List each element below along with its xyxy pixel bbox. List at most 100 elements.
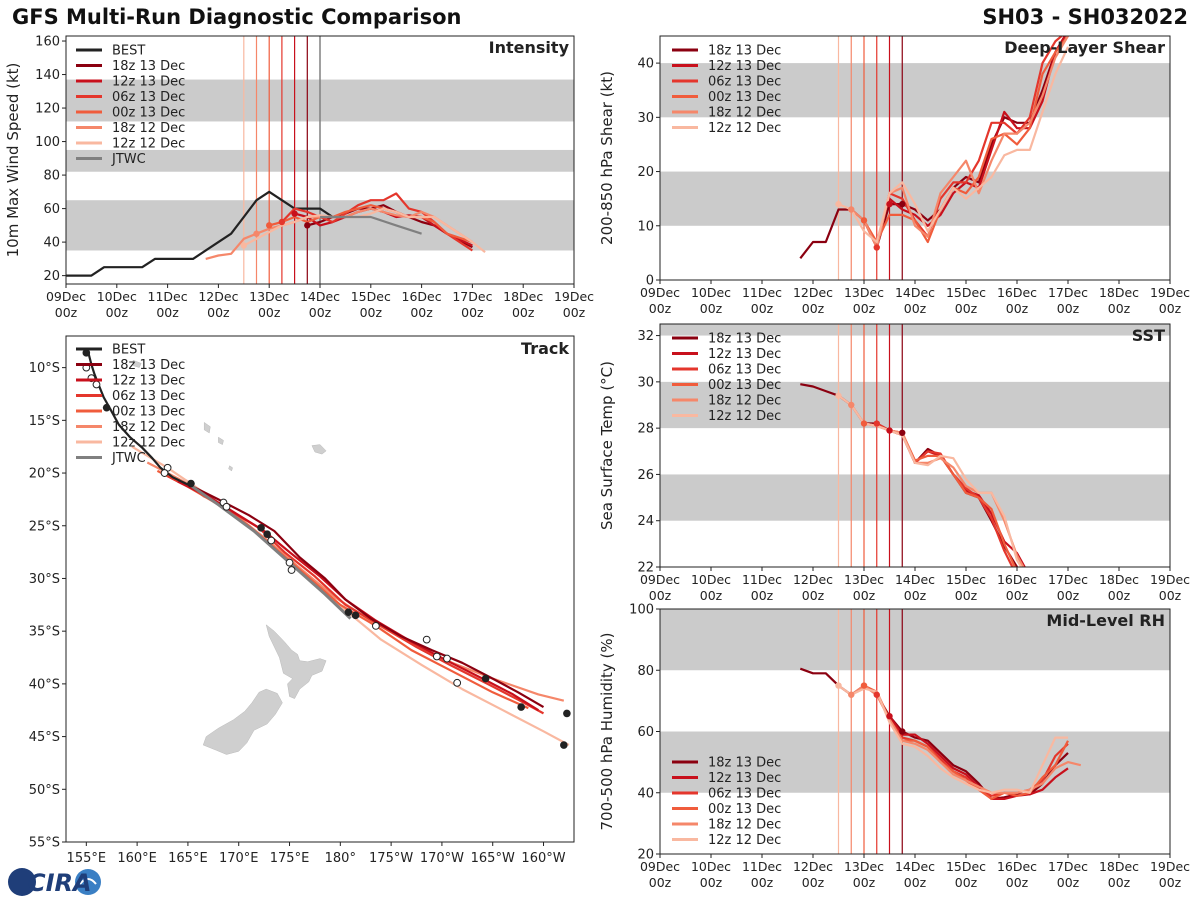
intensity-xtick-hour: 00z [55, 305, 78, 320]
rh-band-1 [660, 609, 1170, 671]
intensity-legend-label: JTWC [111, 152, 146, 167]
track-open-point [432, 652, 441, 661]
intensity-ytick-label: 100 [35, 135, 60, 150]
sst-ytick-label: 26 [637, 468, 654, 483]
track-frame [65, 335, 575, 843]
intensity-panel: 2040608010012014016009Dec00z10Dec00z11De… [4, 35, 594, 320]
intensity-series-jtwc [320, 215, 422, 235]
sst-legend-label: 18z 13 Dec [708, 332, 781, 347]
track-filled-point [187, 479, 195, 488]
rh-xtick-hour: 00z [700, 875, 723, 890]
intensity-xtick-hour: 00z [156, 305, 179, 320]
intensity-xtick-day: 13Dec [249, 289, 289, 304]
sst-ylabel: Sea Surface Temp (°C) [598, 361, 616, 530]
track-ytick-label: 50°S [29, 783, 60, 798]
rh-xtick-hour: 00z [751, 875, 774, 890]
track-filled-point [563, 709, 571, 718]
shear-plot-area [660, 36, 1170, 280]
track-filled-point [344, 608, 353, 616]
track-xtick-label: 155°E [67, 851, 107, 866]
track-filled-point [102, 403, 111, 412]
shear-xtick-hour: 00z [649, 301, 672, 316]
shear-xtick-day: 12Dec [793, 285, 833, 300]
intensity-xtick-hour: 00z [461, 305, 484, 320]
track-xtick-label: 170°W [420, 851, 464, 866]
rh-xtick-hour: 00z [955, 875, 978, 890]
track-legend-label: 06z 13 Dec [112, 389, 185, 404]
intensity-init-marker-18z-12-dec [253, 230, 260, 237]
sst-xtick-day: 13Dec [844, 572, 884, 587]
rh-xtick-day: 19Dec [1150, 859, 1190, 874]
rh-xtick-hour: 00z [1006, 875, 1029, 890]
track-open-point [453, 678, 462, 687]
land-vanuatu-a [203, 421, 211, 434]
sst-xtick-day: 16Dec [997, 572, 1037, 587]
rh-legend-label: 00z 13 Dec [708, 802, 781, 817]
intensity-xtick-day: 19Dec [554, 289, 594, 304]
rh-ytick-label: 80 [637, 664, 654, 679]
shear-ylabel: 200-850 hPa Shear (kt) [598, 71, 616, 245]
track-xtick-label: 165°W [471, 851, 515, 866]
intensity-ytick-label: 60 [43, 202, 60, 217]
track-open-point [160, 469, 169, 477]
track-ytick-label: 55°S [29, 836, 60, 851]
sst-band-2 [660, 324, 1170, 336]
track-legend-label: 12z 12 Dec [112, 436, 185, 451]
sst-legend-label: 18z 12 Dec [708, 394, 781, 409]
track-ytick-label: 25°S [29, 519, 60, 534]
intensity-ytick-label: 80 [43, 169, 60, 184]
track-xtick-label: 165°E [168, 851, 208, 866]
land-fiji [311, 444, 327, 455]
track-filled-point [257, 524, 265, 532]
shear-ytick-label: 30 [637, 111, 654, 126]
shear-xtick-day: 10Dec [691, 285, 731, 300]
land-vanuatu-c [228, 465, 233, 472]
intensity-title: Intensity [489, 38, 570, 57]
track-legend-label: 18z 12 Dec [112, 420, 185, 435]
rh-init-marker-12z-12-dec [835, 682, 842, 689]
sst-xtick-day: 18Dec [1099, 572, 1139, 587]
shear-legend-label: 06z 13 Dec [708, 75, 781, 90]
cira-logo: CIRA [8, 868, 101, 897]
shear-xtick-hour: 00z [802, 301, 825, 316]
intensity-xtick-day: 09Dec [46, 289, 86, 304]
track-open-point [285, 558, 294, 567]
rh-xtick-hour: 00z [1057, 875, 1080, 890]
shear-init-marker-12z-12-dec [835, 200, 842, 208]
shear-xtick-hour: 00z [1108, 301, 1131, 316]
shear-xtick-hour: 00z [904, 301, 927, 316]
rh-xtick-day: 17Dec [1048, 859, 1088, 874]
intensity-series-best [66, 190, 346, 277]
track-title: Track [521, 339, 569, 358]
sst-legend-label: 12z 13 Dec [708, 347, 781, 362]
sst-ytick-label: 28 [637, 422, 654, 437]
sst-xtick-day: 17Dec [1048, 572, 1088, 587]
rh-init-marker-00z-13-dec [860, 682, 868, 689]
sst-init-marker-18z-12-dec [848, 401, 855, 409]
sst-legend-label: 06z 13 Dec [708, 363, 781, 378]
shear-init-marker-18z-12-dec [848, 206, 855, 213]
shear-xtick-hour: 00z [955, 301, 978, 316]
track-ytick-label: 10°S [29, 361, 60, 376]
rh-xtick-day: 15Dec [946, 859, 986, 874]
shear-xtick-hour: 00z [751, 301, 774, 316]
sst-series-12z-12-dec [837, 394, 1023, 567]
rh-ytick-label: 100 [629, 603, 654, 618]
intensity-init-marker-06z-13-dec [278, 218, 286, 226]
sst-xtick-day: 14Dec [895, 572, 935, 587]
shear-xtick-day: 11Dec [742, 285, 782, 300]
sst-init-marker-00z-13-dec [860, 420, 868, 427]
intensity-xtick-day: 17Dec [452, 289, 492, 304]
land-vanuatu-b [218, 436, 224, 445]
sst-ytick-label: 24 [637, 514, 654, 529]
intensity-init-marker-00z-13-dec [266, 222, 273, 229]
intensity-ytick-label: 120 [35, 102, 60, 117]
intensity-ytick-label: 40 [43, 236, 60, 251]
rh-legend-label: 06z 13 Dec [708, 787, 781, 802]
shear-ytick-label: 20 [637, 165, 654, 180]
intensity-xtick-hour: 00z [309, 305, 332, 320]
shear-legend-label: 12z 12 Dec [708, 121, 781, 136]
sst-band-0 [660, 474, 1170, 521]
intensity-legend-label: 06z 13 Dec [112, 90, 185, 105]
track-open-point [92, 380, 101, 389]
